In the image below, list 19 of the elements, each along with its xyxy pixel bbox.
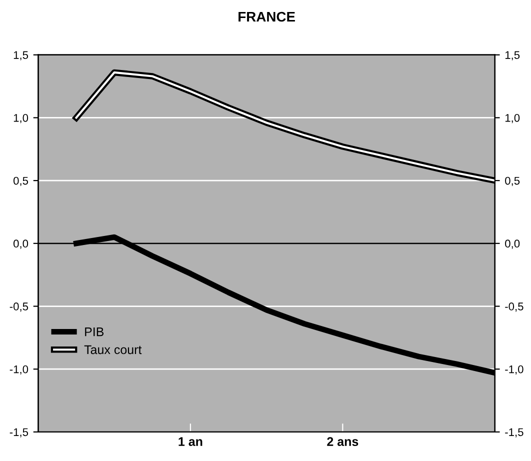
y2-tick-label: 1,5	[505, 51, 520, 60]
x-tick-label: 2 ans	[327, 437, 358, 446]
y-tick-label: -1,0	[10, 365, 28, 375]
y-tick-label: 1,5	[14, 51, 28, 60]
y-tick-label: 1,0	[14, 114, 28, 124]
legend-label: Taux court	[84, 345, 142, 354]
y-tick-label: 0,5	[14, 176, 28, 186]
y2-tick-label: -1,0	[505, 365, 524, 375]
y2-tick-label: 0,0	[505, 240, 520, 249]
y-tick-label: -0,5	[10, 302, 28, 312]
x-tick-label: 1 an	[178, 437, 202, 446]
legend-label: PIB	[85, 328, 104, 336]
y-tick-label: -1,5	[10, 428, 28, 438]
chart-title: FRANCE	[238, 12, 295, 22]
y-tick-label: 0,0	[14, 240, 28, 249]
y2-tick-label: 1,0	[505, 114, 520, 124]
y2-tick-label: -0,5	[505, 302, 524, 312]
y2-tick-label: 0,5	[505, 176, 520, 186]
y2-tick-label: -1,5	[505, 428, 524, 438]
